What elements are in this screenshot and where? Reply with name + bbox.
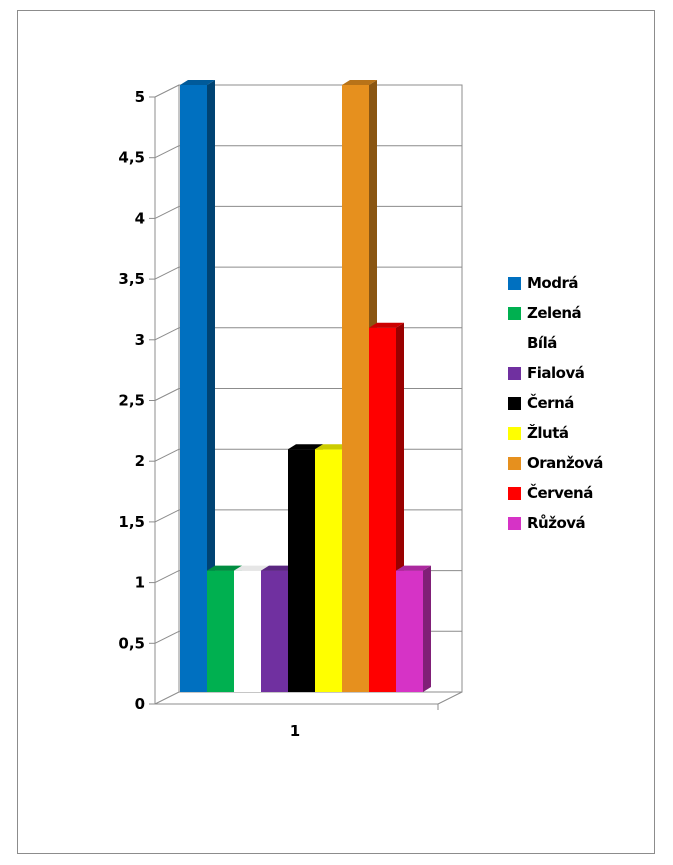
tick-labels: 0 0,5 1 1,5 2 2,5 3 3,5 4 4,5 5 1 xyxy=(118,88,300,740)
y-tick-label: 5 xyxy=(135,88,145,106)
bar-top xyxy=(261,565,296,571)
bar-front xyxy=(342,85,369,692)
y-tick-label: 4,5 xyxy=(118,149,145,167)
bar-top xyxy=(207,565,242,571)
bar-side xyxy=(423,565,431,692)
legend-label: Oranžová xyxy=(527,454,603,472)
bar-Růžová xyxy=(396,565,431,692)
gridline-side xyxy=(154,388,180,401)
legend-label: Fialová xyxy=(527,364,585,382)
y-tick-label: 3,5 xyxy=(118,270,145,288)
legend-swatch xyxy=(508,516,521,530)
gridline-side xyxy=(154,145,180,159)
legend-swatch xyxy=(508,486,521,500)
legend: Modrá Zelená Bílá Fialová Černá Žlutá Oranžová… xyxy=(508,270,603,540)
legend-label: Žlutá xyxy=(527,424,569,442)
gridline-side xyxy=(154,266,180,280)
bar-side xyxy=(207,80,215,692)
legend-item: Bílá xyxy=(508,330,603,356)
bar-top xyxy=(288,444,323,450)
legend-item: Žlutá xyxy=(508,420,603,446)
legend-swatch xyxy=(508,396,521,410)
legend-item: Červená xyxy=(508,480,603,506)
legend-label: Bílá xyxy=(527,334,557,352)
bar-Modrá xyxy=(180,80,215,692)
bar-front xyxy=(180,85,207,692)
gridline-side xyxy=(154,448,180,462)
y-tick-label: 4 xyxy=(135,209,145,227)
legend-swatch xyxy=(508,276,521,290)
bar-top xyxy=(396,565,431,571)
bar-top xyxy=(180,80,215,85)
gridline-side xyxy=(154,630,180,644)
bar-top xyxy=(234,565,269,571)
legend-swatch xyxy=(508,426,521,440)
y-tick-label: 1,5 xyxy=(118,513,145,531)
y-tick-label: 2 xyxy=(135,452,145,470)
legend-label: Růžová xyxy=(527,514,586,532)
y-tick-label: 0 xyxy=(135,695,145,713)
bar-top xyxy=(369,322,404,328)
legend-item: Růžová xyxy=(508,510,603,536)
bar-front xyxy=(234,570,261,692)
legend-item: Zelená xyxy=(508,300,603,326)
gridline-side xyxy=(154,84,180,98)
legend-item: Modrá xyxy=(508,270,603,296)
gridline-side xyxy=(154,570,180,584)
legend-swatch xyxy=(508,456,521,470)
legend-item: Černá xyxy=(508,390,603,416)
legend-swatch xyxy=(508,306,521,320)
y-axis xyxy=(149,85,463,710)
bar-front xyxy=(315,449,342,692)
bar-front xyxy=(261,570,288,692)
bar-top xyxy=(315,444,350,450)
y-tick-label: 1 xyxy=(135,574,145,592)
gridline-side xyxy=(154,509,180,523)
legend-item: Oranžová xyxy=(508,450,603,476)
legend-label: Černá xyxy=(527,394,574,412)
legend-label: Modrá xyxy=(527,274,579,292)
gridline-side xyxy=(154,205,180,219)
gridline-side xyxy=(154,327,180,341)
y-tick-label: 3 xyxy=(135,331,145,349)
bar-front xyxy=(288,449,315,692)
y-tick-label: 0,5 xyxy=(118,634,145,652)
bar-front xyxy=(207,570,234,692)
bar-front xyxy=(369,327,396,692)
legend-item: Fialová xyxy=(508,360,603,386)
bar-front xyxy=(396,570,423,692)
gridline-side xyxy=(154,691,180,705)
floor-edge xyxy=(437,691,463,705)
y-tick-label: 2,5 xyxy=(118,392,145,410)
legend-swatch xyxy=(508,336,521,350)
x-tick-label: 1 xyxy=(290,722,300,740)
bar-Bílá xyxy=(234,565,269,692)
bar-top xyxy=(342,80,377,85)
legend-label: Zelená xyxy=(527,304,582,322)
legend-swatch xyxy=(508,366,521,380)
bars xyxy=(180,80,431,692)
legend-label: Červená xyxy=(527,484,593,502)
